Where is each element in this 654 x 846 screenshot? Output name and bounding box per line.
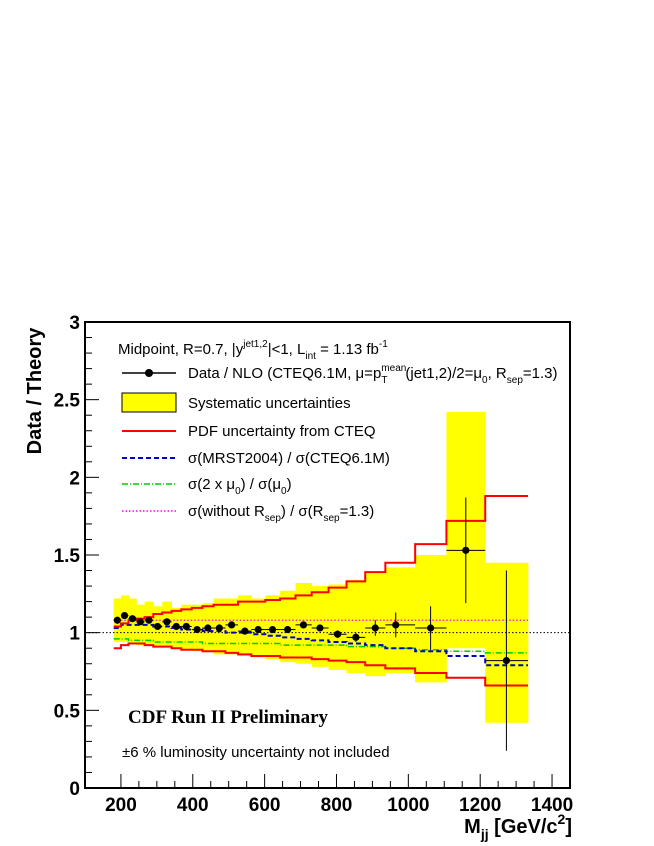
x-axis-title: Mjj [GeV/c2]	[464, 811, 572, 842]
data-marker	[352, 633, 360, 641]
y-tick-label: 2	[69, 468, 80, 489]
data-marker	[172, 622, 180, 631]
data-point	[128, 615, 137, 623]
data-marker	[254, 625, 262, 634]
luminosity-note: ±6 % luminosity uncertainty not included	[122, 744, 390, 761]
data-marker	[193, 625, 201, 634]
data-point	[153, 622, 163, 631]
legend-scale-label: σ(2 x μ0) / σ(μ0)	[188, 476, 292, 497]
data-marker	[462, 546, 470, 554]
data-point	[328, 630, 347, 639]
data-marker	[392, 621, 400, 629]
x-tick-label: 800	[321, 795, 353, 816]
data-point	[120, 611, 129, 620]
data-marker	[136, 618, 144, 626]
data-marker	[284, 625, 292, 634]
data-marker	[333, 630, 342, 638]
data-point	[446, 497, 486, 604]
pdf-band-upper	[113, 494, 528, 628]
y-axis-title: Data / Theory	[24, 327, 46, 455]
axes: 200 400 600 800 1000 1200 1400 0 0.5 1 1.5 2 2.5 3	[54, 313, 574, 816]
preliminary-label: CDF Run II Preliminary	[128, 707, 329, 728]
legend-entry-scale: σ(2 x μ0) / σ(μ0)	[122, 476, 292, 497]
y-tick-label: 1.5	[54, 546, 81, 567]
data-point	[213, 624, 226, 632]
data-marker	[427, 624, 435, 632]
legend-syst-label: Systematic uncertainties	[188, 395, 351, 412]
data-point	[171, 622, 182, 631]
x-tick-label: 600	[249, 795, 281, 816]
legend-data-label: Data / NLO (CTEQ6.1M, μ=pmean T (jet1,2)/2…	[188, 363, 558, 386]
y-tick-label: 0.5	[54, 701, 81, 722]
data-marker	[371, 624, 379, 632]
data-marker	[145, 616, 153, 624]
data-marker	[502, 657, 511, 665]
data-marker	[316, 624, 324, 632]
data-marker	[241, 627, 249, 635]
legend-rsep-label: σ(without Rsep) / σ(Rsep=1.3)	[188, 503, 374, 524]
y-tick-label: 3	[69, 313, 80, 334]
y-tick-label: 1	[69, 624, 80, 645]
legend-entry-rsep: σ(without Rsep) / σ(Rsep=1.3)	[122, 503, 374, 524]
mrst-ratio-line	[113, 623, 528, 667]
data-marker	[215, 624, 223, 632]
data-marker	[153, 622, 162, 631]
legend-data-marker	[145, 369, 153, 377]
syst-band-bin	[346, 579, 366, 674]
data-point	[181, 622, 192, 631]
data-point	[415, 606, 447, 650]
y-tick-label: 0	[69, 779, 80, 800]
data-point	[295, 621, 312, 629]
data-point	[238, 627, 252, 635]
pdf-band-lower	[113, 642, 528, 687]
data-marker	[120, 611, 129, 620]
data-marker	[268, 625, 277, 634]
data-point	[136, 618, 145, 626]
x-tick-label: 1400	[531, 795, 573, 816]
data-marker	[128, 615, 137, 623]
plot-area	[85, 412, 570, 751]
data-point	[191, 625, 203, 634]
legend-entry-data: Data / NLO (CTEQ6.1M, μ=pmean T (jet1,2)/2…	[122, 363, 558, 386]
syst-band-bin	[385, 567, 416, 674]
data-marker	[227, 621, 236, 629]
data-marker	[163, 618, 171, 626]
data-point	[346, 632, 366, 642]
data-point	[113, 616, 121, 624]
data-point	[365, 620, 386, 636]
data-marker	[113, 616, 121, 624]
data-point	[202, 624, 214, 632]
legend-mrst-label: σ(MRST2004) / σ(CTEQ6.1M)	[188, 450, 390, 467]
legend-pdf-label: PDF uncertainty from CTEQ	[188, 423, 376, 440]
x-tick-label: 400	[177, 795, 209, 816]
syst-band-bin	[238, 595, 252, 656]
data-point	[251, 625, 266, 634]
data-point	[225, 621, 239, 629]
x-tick-label: 1200	[459, 795, 501, 816]
data-point	[144, 616, 154, 624]
data-point	[265, 625, 281, 634]
data-marker	[182, 622, 190, 631]
data-point	[485, 570, 528, 751]
x-tick-label: 1000	[387, 795, 429, 816]
y-tick-label: 2.5	[54, 391, 81, 412]
legend: Midpoint, R=0.7, |yjet1,2|<1, Lint = 1.1…	[118, 339, 558, 524]
syst-band-bin	[328, 584, 347, 670]
x-tick-label: 200	[105, 795, 137, 816]
legend-entry-systematics: Systematic uncertainties	[121, 392, 351, 413]
legend-entry-mrst: σ(MRST2004) / σ(CTEQ6.1M)	[122, 450, 390, 467]
data-marker	[204, 624, 212, 632]
legend-entry-pdf: PDF uncertainty from CTEQ	[122, 423, 376, 440]
data-point	[311, 624, 329, 632]
data-point	[385, 612, 416, 638]
data-point	[280, 625, 296, 634]
data-point	[162, 618, 172, 626]
data-marker	[299, 621, 308, 629]
legend-syst-swatch	[121, 392, 177, 413]
legend-header: Midpoint, R=0.7, |yjet1,2|<1, Lint = 1.1…	[118, 339, 388, 362]
